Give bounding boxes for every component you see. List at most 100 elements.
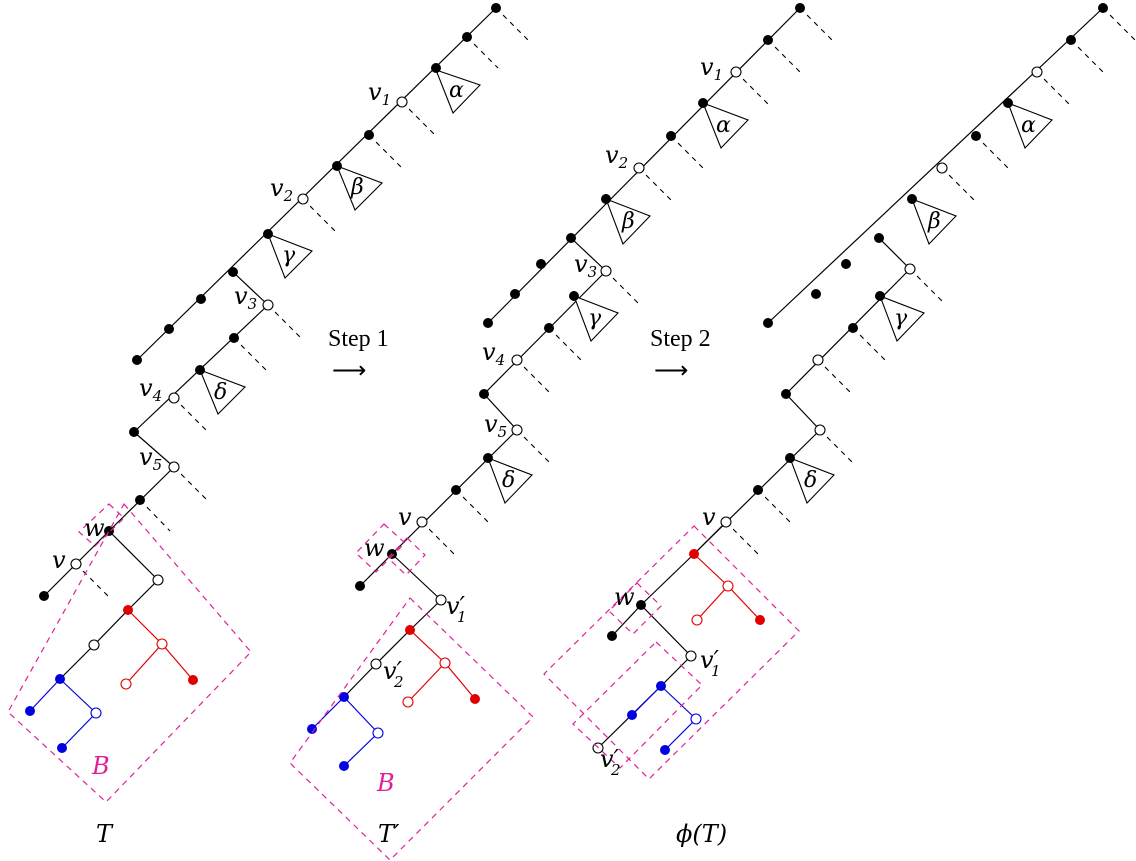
- subtree-gamma: γ: [282, 243, 296, 268]
- tree-t: α β γ δ: [7, 3, 529, 848]
- dash: [516, 359, 550, 393]
- node-open: [511, 424, 523, 436]
- node-filled: [135, 495, 145, 505]
- edge: [232, 271, 269, 306]
- edge: [93, 609, 129, 646]
- edge: [693, 521, 727, 555]
- node-open: [685, 650, 697, 662]
- subtree-triangle: [199, 369, 246, 415]
- step-1-arrow: ⟶: [332, 358, 366, 384]
- tree-phi-t: α β γ δ: [543, 3, 1136, 848]
- subtree-triangle: [789, 457, 835, 505]
- edge: [59, 644, 95, 680]
- label-v: v: [52, 546, 66, 574]
- node-filled: [483, 318, 493, 328]
- node-filled: [364, 130, 374, 140]
- label-w: w: [364, 534, 385, 562]
- node-filled: [785, 453, 795, 463]
- label-v1: v1: [368, 78, 391, 109]
- node-filled: [355, 581, 365, 591]
- node-blue-filled: [660, 745, 670, 755]
- dash: [605, 270, 639, 304]
- node-filled: [907, 194, 917, 204]
- edge: [785, 393, 821, 431]
- edge: [359, 553, 393, 587]
- node-filled: [971, 131, 981, 141]
- node-open: [600, 265, 612, 277]
- dash: [799, 7, 833, 41]
- node-open: [511, 354, 523, 366]
- node-open: [814, 424, 826, 436]
- dashed-box: [543, 525, 800, 780]
- node-filled: [811, 289, 821, 299]
- step-1: Step 1 ⟶: [328, 326, 389, 384]
- subtree-gamma: γ: [588, 306, 602, 331]
- dash: [1102, 7, 1136, 41]
- step-2-arrow: ⟶: [654, 358, 688, 384]
- dash: [909, 268, 943, 302]
- edge: [133, 431, 175, 468]
- dash: [516, 429, 550, 463]
- edge: [409, 599, 442, 631]
- dash: [941, 167, 975, 201]
- subtree-beta: β: [350, 175, 364, 200]
- edge: [878, 237, 911, 270]
- edge-blue: [631, 685, 662, 716]
- dash: [767, 39, 801, 73]
- node-open: [370, 658, 382, 670]
- node-open: [730, 66, 742, 78]
- node-open: [435, 594, 447, 606]
- subtree-triangle: [911, 198, 957, 246]
- edge: [483, 393, 518, 431]
- subtree-delta: δ: [214, 380, 227, 405]
- edge: [375, 629, 411, 665]
- dash: [670, 135, 704, 169]
- node-filled: [132, 355, 142, 365]
- subtree-delta: δ: [804, 468, 817, 493]
- dash: [173, 397, 207, 431]
- node-open: [812, 354, 824, 366]
- dash: [139, 499, 171, 532]
- node-filled: [795, 3, 805, 13]
- subtree-beta: β: [927, 209, 941, 234]
- label-v: v: [702, 503, 716, 531]
- edge: [660, 655, 692, 687]
- node-red-filled: [470, 694, 480, 704]
- dash: [75, 563, 111, 599]
- node-blue-filled: [627, 710, 637, 720]
- node-filled: [544, 323, 554, 333]
- node-filled: [196, 294, 206, 304]
- node-open: [416, 516, 428, 528]
- subtree-triangle: [435, 69, 481, 114]
- edge: [767, 7, 1104, 324]
- node-red-open: [120, 678, 132, 690]
- node-filled: [39, 591, 49, 601]
- node-open: [1031, 66, 1043, 78]
- node-filled: [666, 131, 676, 141]
- node-filled: [875, 291, 885, 301]
- edge: [108, 530, 159, 581]
- node-filled: [841, 259, 851, 269]
- edge: [343, 663, 377, 698]
- node-filled: [164, 324, 174, 334]
- dash: [368, 134, 403, 169]
- dash: [638, 167, 672, 201]
- node-red-open: [722, 580, 734, 592]
- node-red-filled: [123, 605, 133, 615]
- node-open: [168, 461, 180, 473]
- node-filled: [263, 229, 273, 239]
- dashed-box-b: [289, 597, 534, 861]
- node-red-filled: [689, 549, 699, 559]
- label-w: w: [84, 514, 105, 542]
- dash: [466, 36, 499, 69]
- label-v3: v3: [574, 250, 597, 281]
- edge-red: [409, 629, 446, 664]
- dashed-box-small: [387, 537, 426, 576]
- node-blue-open: [372, 727, 384, 739]
- subtree-gamma: γ: [894, 306, 908, 331]
- dash: [302, 198, 338, 234]
- node-filled: [431, 63, 441, 73]
- edge-red: [127, 609, 163, 645]
- node-blue-filled: [57, 743, 67, 753]
